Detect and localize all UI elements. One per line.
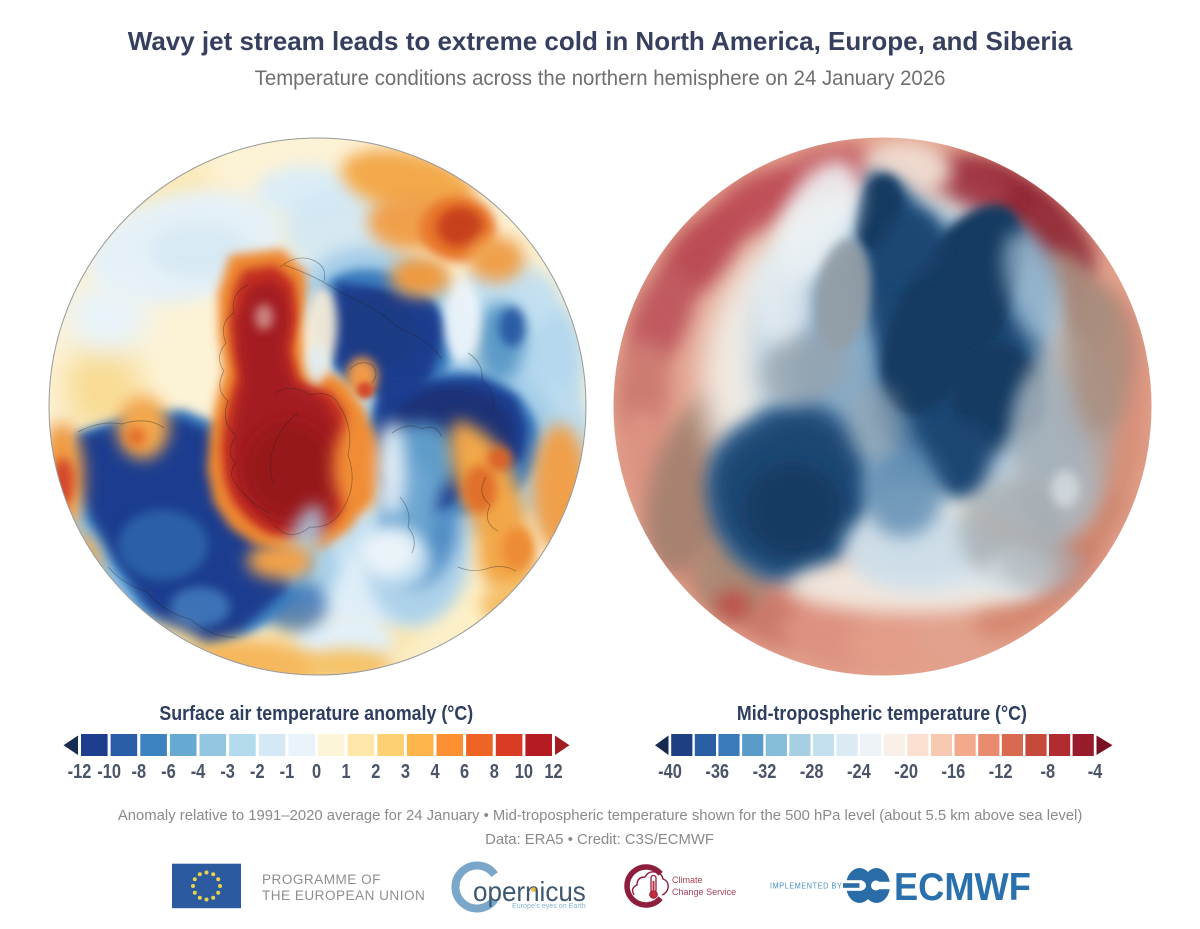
svg-text:6: 6 [460, 759, 469, 782]
svg-text:-12: -12 [989, 759, 1013, 782]
svg-text:Change Service: Change Service [672, 887, 736, 897]
svg-text:-1: -1 [280, 759, 295, 782]
svg-text:3: 3 [401, 759, 410, 782]
svg-text:2: 2 [371, 759, 380, 782]
svg-text:-4: -4 [1088, 759, 1103, 782]
svg-text:-4: -4 [191, 759, 206, 782]
svg-text:10: 10 [515, 759, 533, 782]
svg-text:-20: -20 [894, 759, 918, 782]
svg-text:4: 4 [430, 759, 440, 782]
svg-text:-8: -8 [132, 759, 147, 782]
svg-text:PROGRAMME OF: PROGRAMME OF [262, 872, 381, 887]
svg-text:-40: -40 [658, 759, 682, 782]
svg-text:12: 12 [544, 759, 562, 782]
svg-text:-10: -10 [97, 759, 121, 782]
svg-text:-16: -16 [942, 759, 966, 782]
svg-text:-2: -2 [250, 759, 265, 782]
svg-text:0: 0 [312, 759, 321, 782]
svg-text:-12: -12 [68, 759, 92, 782]
svg-text:-32: -32 [753, 759, 777, 782]
svg-text:-6: -6 [161, 759, 176, 782]
svg-text:8: 8 [490, 759, 499, 782]
svg-text:Europe's eyes on Earth: Europe's eyes on Earth [512, 901, 586, 910]
svg-text:Climate: Climate [672, 875, 703, 885]
svg-text:IMPLEMENTED BY: IMPLEMENTED BY [770, 881, 842, 890]
svg-text:-28: -28 [800, 759, 824, 782]
svg-text:-3: -3 [220, 759, 235, 782]
svg-text:opernicus: opernicus [473, 876, 586, 907]
svg-text:-36: -36 [705, 759, 729, 782]
svg-text:-8: -8 [1041, 759, 1056, 782]
svg-text:-24: -24 [847, 759, 871, 782]
svg-text:THE EUROPEAN UNION: THE EUROPEAN UNION [262, 888, 425, 903]
svg-text:ECMWF: ECMWF [894, 865, 1031, 908]
svg-text:1: 1 [342, 759, 351, 782]
